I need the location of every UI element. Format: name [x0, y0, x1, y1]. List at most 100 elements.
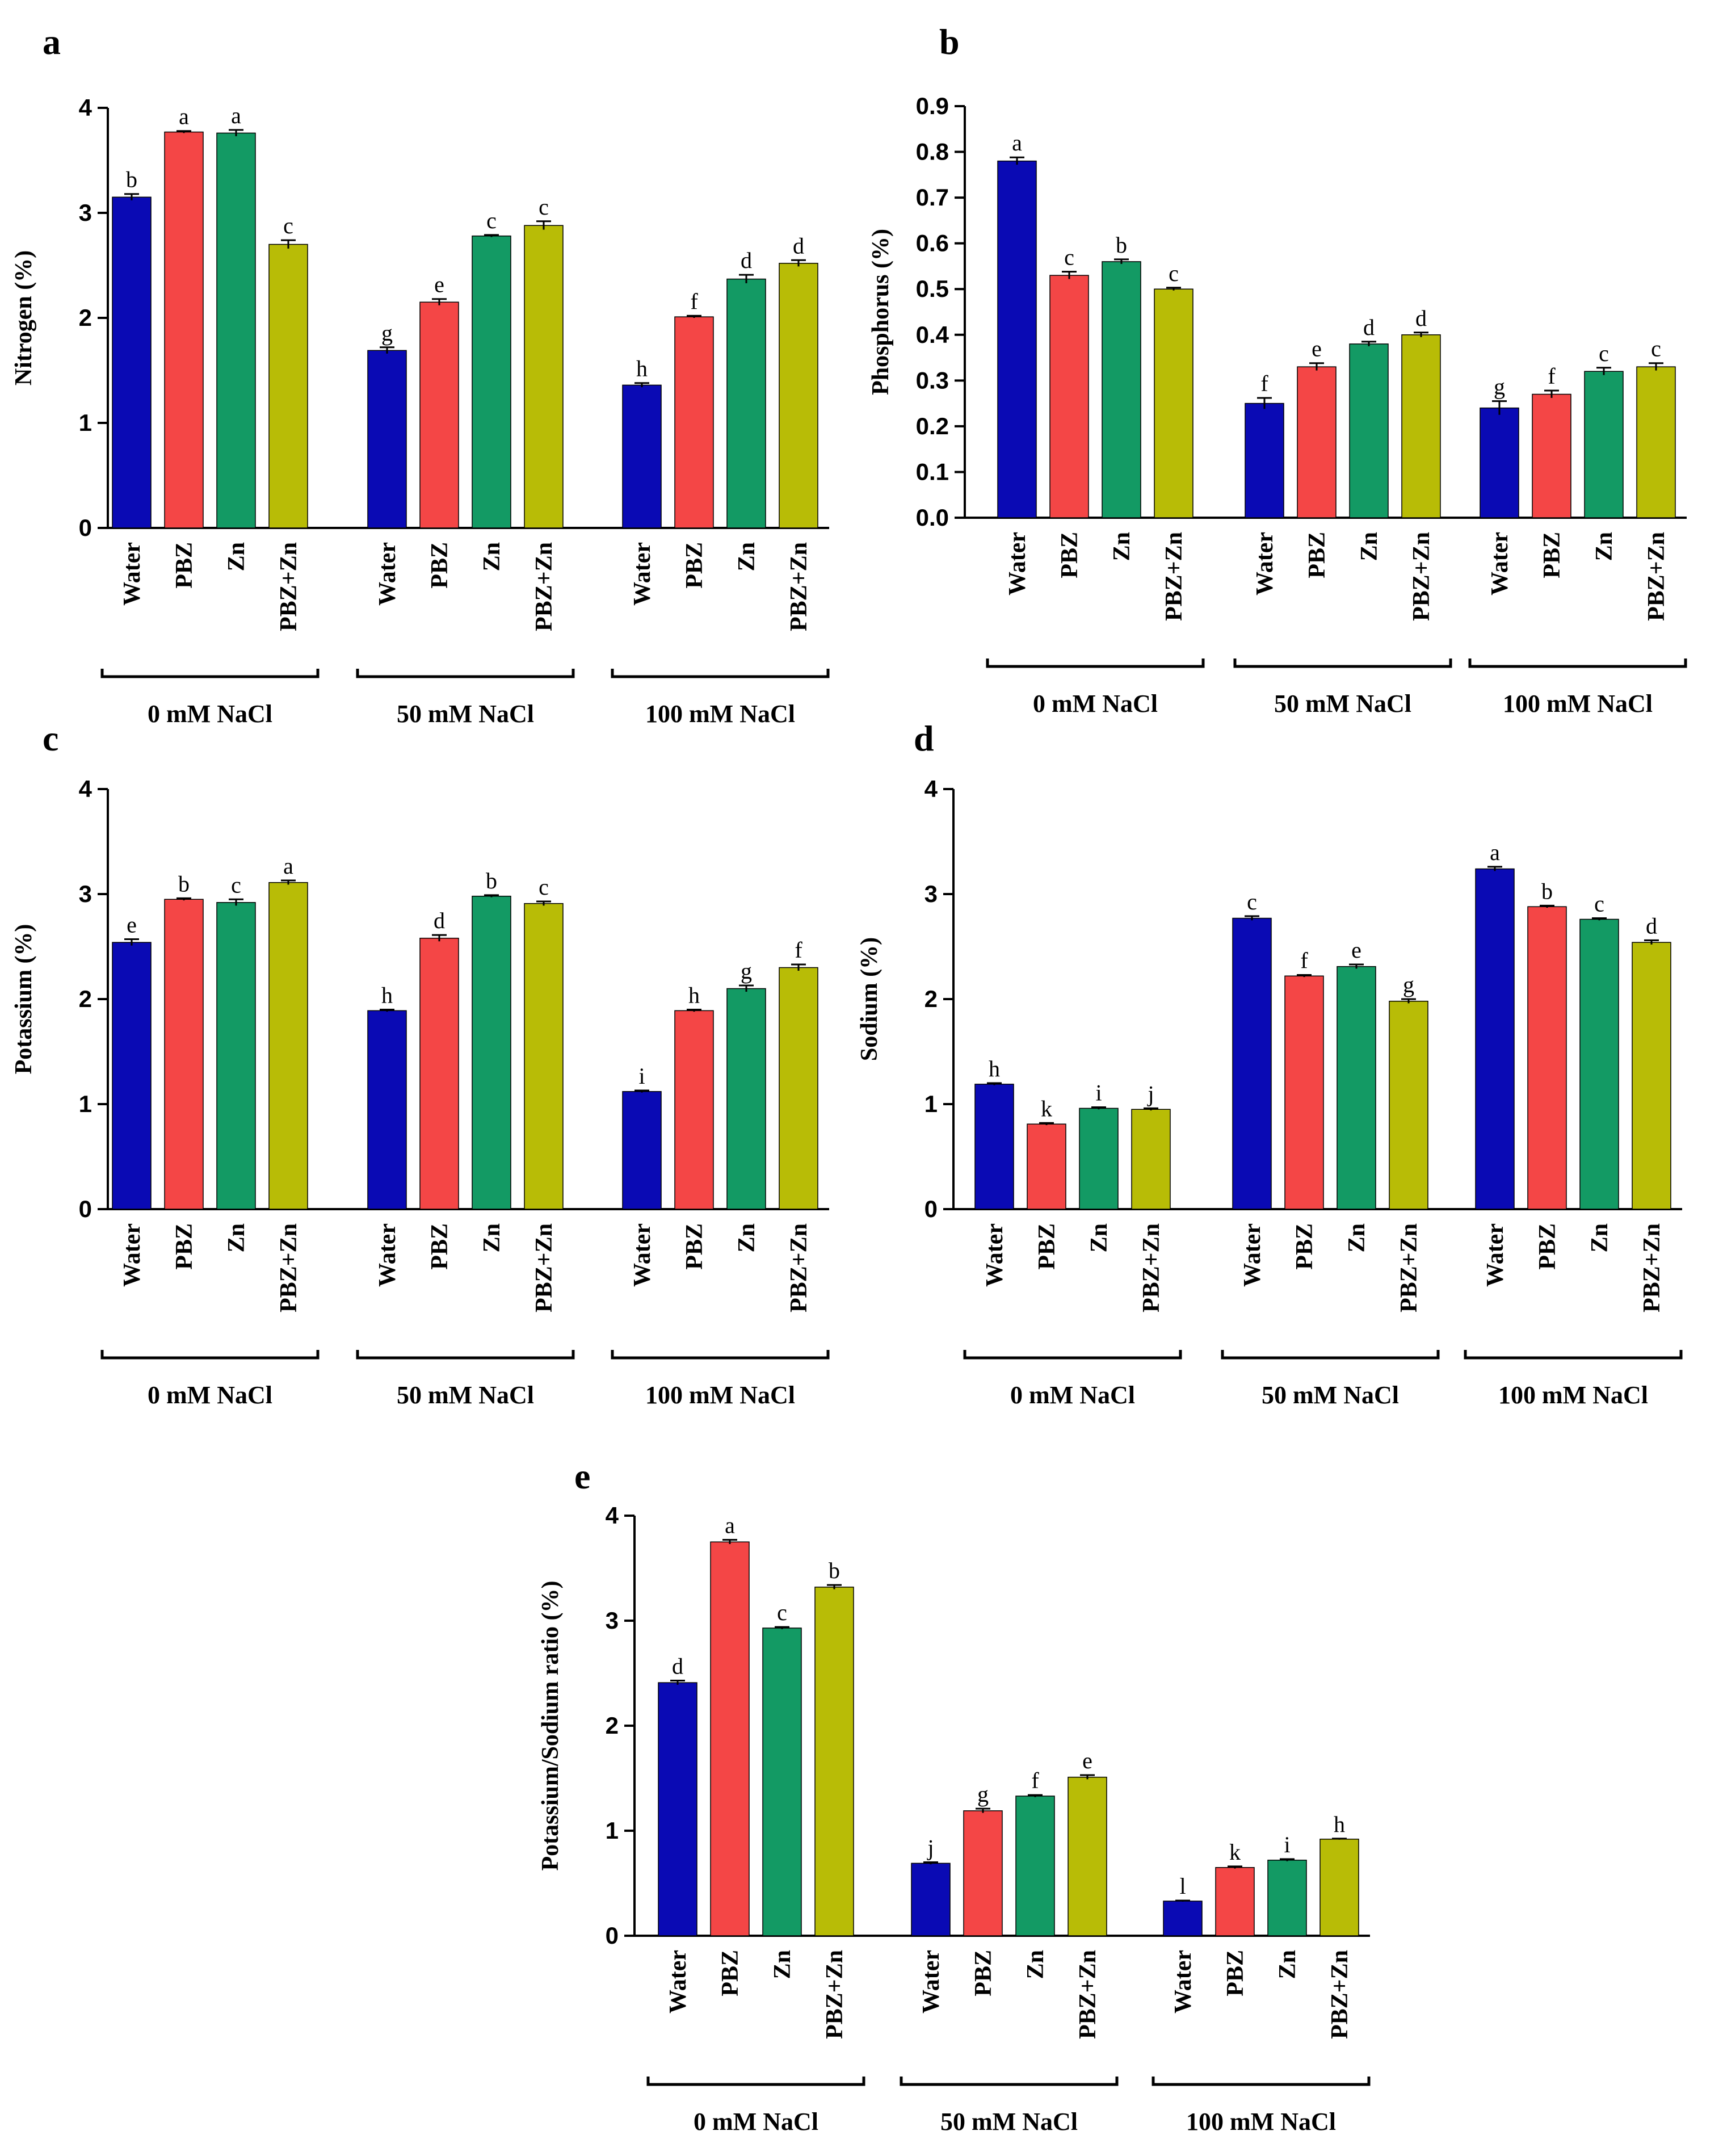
bar [1245, 402, 1284, 518]
significance-letter: h [989, 1056, 1000, 1081]
y-tick-label: 1 [606, 1817, 619, 1844]
bar [762, 1628, 802, 1936]
bar [216, 132, 256, 528]
x-tick-label: PBZ+Zn [1396, 1223, 1422, 1312]
x-tick-label: Water [1005, 532, 1031, 595]
group-bracket [611, 1350, 830, 1360]
x-tick-label: Zn [770, 1950, 796, 1979]
bar [419, 937, 459, 1210]
y-tick-label: 0.5 [916, 275, 949, 302]
bar [1636, 366, 1676, 518]
x-tick-label: Water [629, 1223, 655, 1287]
significance-letter: c [1169, 261, 1179, 286]
significance-letter: c [231, 872, 241, 897]
x-tick-label: Zn [1109, 532, 1135, 561]
x-tick-label: Zn [224, 1223, 250, 1252]
chart-panel-b: b 0.0 0.1 0.2 0.3 0.4 0.5 0.6 0.7 0.8 0.9 Phosphoru… [868, 22, 1687, 718]
significance-letter: c [777, 1600, 787, 1625]
y-tick-label: 0.4 [916, 321, 949, 348]
group-bracket [963, 1350, 1182, 1360]
bar [1154, 288, 1194, 518]
significance-letter: b [178, 871, 190, 896]
y-axis-label: Nitrogen (%) [11, 250, 37, 385]
y-tick-label: 1 [924, 1090, 938, 1117]
panel-letter: a [43, 22, 61, 62]
significance-letter: c [1247, 889, 1257, 915]
significance-letter: d [793, 233, 804, 258]
panel-letter: d [914, 718, 934, 758]
bar [814, 1587, 854, 1936]
y-tick-label: 0.9 [916, 93, 949, 119]
significance-letter: c [486, 208, 497, 233]
panel-letter: c [43, 718, 58, 758]
bar [268, 882, 308, 1210]
significance-letter: i [1095, 1080, 1102, 1106]
significance-letter: g [1494, 374, 1505, 400]
bar [164, 899, 204, 1210]
significance-letter: c [1651, 336, 1661, 362]
significance-letter: b [126, 167, 137, 192]
y-axis-label: Potassium (%) [11, 924, 37, 1075]
bar [112, 942, 152, 1210]
significance-letter: e [1351, 937, 1361, 963]
bar [472, 895, 511, 1210]
x-tick-label: Zn [734, 542, 760, 571]
group-bracket [611, 669, 830, 678]
x-tick-label: Water [665, 1950, 691, 2014]
group-bracket [900, 2077, 1119, 2086]
y-tick-label: 0.3 [916, 367, 949, 393]
y-tick-label: 0.7 [916, 184, 949, 211]
y-tick-label: 2 [924, 985, 938, 1012]
group-label: 50 mM NaCl [397, 1381, 534, 1409]
bar [164, 131, 204, 528]
group-bracket [1468, 658, 1687, 668]
group-label: 0 mM NaCl [694, 2108, 818, 2136]
chart-panel-a: a 0 1 2 3 4 Nitrogen (%) b Water a PBZ a Zn c PBZ+Zn 0 … [11, 22, 830, 728]
y-tick-label: 0.2 [916, 413, 949, 439]
chart-panel-e: e 0 1 2 3 4 Potassium/Sodium ratio (%) d Water a P… [537, 1456, 1371, 2136]
bar [367, 1010, 407, 1210]
bar [726, 278, 766, 528]
y-tick-label: 2 [79, 304, 92, 331]
x-tick-label: Water [375, 1223, 401, 1287]
bar [622, 384, 662, 528]
group-label: 50 mM NaCl [1262, 1381, 1399, 1409]
bar [779, 263, 818, 528]
significance-letter: b [486, 868, 497, 894]
y-tick-label: 1 [79, 409, 92, 436]
x-tick-label: PBZ+Zn [1138, 1223, 1165, 1312]
significance-letter: a [1490, 840, 1500, 865]
panel-letter: e [574, 1456, 590, 1496]
x-tick-label: Zn [1344, 1223, 1370, 1252]
x-tick-label: Water [1487, 532, 1513, 595]
x-tick-label: PBZ+Zn [1644, 532, 1670, 621]
x-tick-label: Zn [479, 1223, 505, 1252]
bar [1480, 407, 1519, 518]
bar [1049, 275, 1089, 518]
group-label: 50 mM NaCl [397, 700, 534, 728]
bar [1131, 1109, 1171, 1210]
bar [1068, 1776, 1107, 1936]
y-tick-label: 3 [606, 1607, 619, 1634]
bar [1579, 918, 1619, 1210]
y-tick-label: 2 [606, 1712, 619, 1739]
x-tick-label: PBZ [1292, 1223, 1318, 1270]
x-tick-label: Zn [1356, 532, 1382, 561]
bar [1079, 1108, 1119, 1210]
significance-letter: g [1403, 972, 1414, 997]
group-label: 100 mM NaCl [645, 700, 795, 728]
significance-letter: c [283, 213, 293, 238]
significance-letter: h [688, 983, 700, 1008]
significance-letter: d [1415, 305, 1427, 331]
significance-letter: b [1116, 232, 1127, 258]
x-tick-label: PBZ [682, 542, 708, 589]
significance-letter: d [741, 248, 752, 273]
significance-letter: k [1041, 1096, 1052, 1121]
y-tick-label: 3 [79, 199, 92, 226]
significance-letter: f [1260, 371, 1268, 396]
y-tick-label: 0.0 [916, 504, 949, 531]
x-tick-label: Zn [1275, 1950, 1301, 1979]
significance-letter: f [1548, 363, 1556, 389]
x-tick-label: PBZ+Zn [276, 542, 302, 631]
